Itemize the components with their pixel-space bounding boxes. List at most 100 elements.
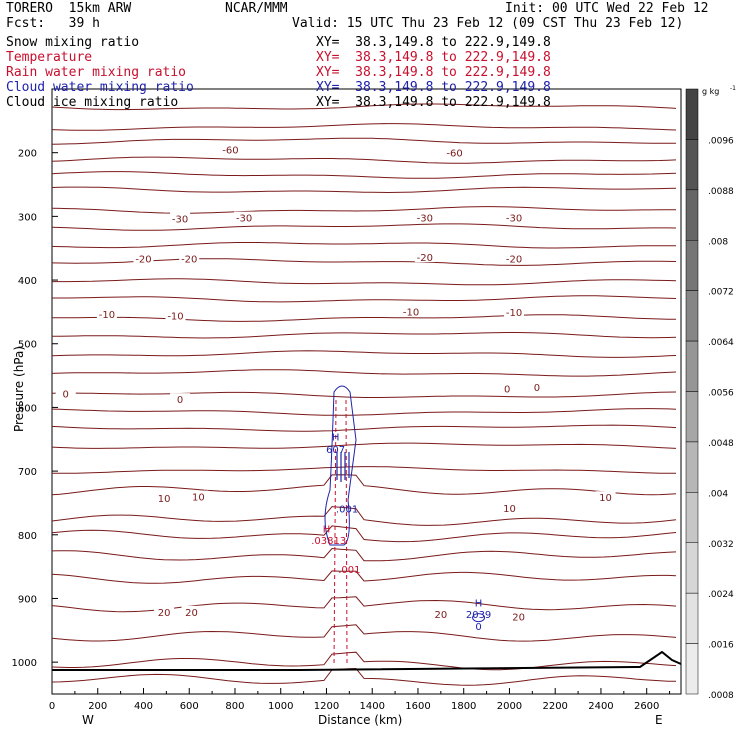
x-tick-label: 1200: [314, 701, 339, 712]
isotherm-line: [51, 570, 677, 584]
isotherm-line: [51, 206, 676, 214]
isotherm-label: -60: [222, 146, 238, 157]
isotherm-line: [51, 667, 677, 686]
legend-label: Rain water mixing ratio: [6, 65, 187, 80]
colorbar-tick-label: .004: [708, 489, 728, 499]
x-tick-label: 600: [180, 701, 199, 712]
colorbar-tick-label: .0088: [708, 187, 734, 197]
label-backing: [414, 251, 435, 263]
colorbar-swatch: [685, 542, 699, 594]
mixing-ratio-label: .03813: [311, 536, 346, 547]
label-backing: [401, 305, 422, 317]
label-backing: [504, 211, 525, 223]
x-tick-label: 400: [134, 701, 153, 712]
temperature-isotherms: [51, 103, 677, 686]
legend-xy-range: XY= 38.3,149.8 to 222.9,149.8: [316, 35, 551, 50]
isotherm-label: -20: [417, 253, 433, 264]
x-tick-label: 1800: [451, 701, 476, 712]
rain-water-contour: [333, 399, 348, 666]
isotherm-line: [51, 156, 677, 164]
model-title: TORERO 15km ARW: [6, 1, 132, 16]
colorbar-swatch: [685, 391, 699, 443]
valid-time: Valid: 15 UTC Thu 23 Feb 12 (09 CST Thu …: [292, 16, 684, 31]
x-tick-label: 2400: [588, 701, 613, 712]
isotherm-label: -30: [236, 214, 252, 225]
isotherm-line: [51, 408, 677, 416]
isotherm-label: -20: [135, 254, 151, 265]
x-axis-title: Distance (km): [318, 713, 403, 727]
isotherm-line: [51, 474, 677, 496]
colorbar-tick-label: .008: [708, 237, 728, 247]
mixing-ratio-label: 0: [475, 622, 481, 633]
mixing-ratio-label: .001: [336, 505, 358, 516]
label-backing: [508, 610, 529, 622]
isotherm-label: -30: [417, 214, 433, 225]
colorbar-tick-label: .0072: [708, 288, 734, 298]
isotherm-label: -10: [99, 310, 115, 321]
label-backing: [154, 605, 175, 617]
contour-labels: -60 -60 -30 -30 -30 -30 -20 -20 -20 -20 -10 -10 -10 -…: [55, 143, 616, 633]
x-tick-label: 2200: [542, 701, 567, 712]
isotherm-label: -20: [506, 254, 522, 265]
label-backing: [414, 211, 435, 223]
colorbar-unit-exponent: -1: [730, 85, 736, 92]
isotherm-label: -20: [181, 254, 197, 265]
legend-xy-range: XY= 38.3,149.8 to 222.9,149.8: [316, 65, 551, 80]
label-backing: [170, 212, 191, 224]
cloud-water-contours: [324, 385, 486, 623]
legend-label: Cloud water mixing ratio: [6, 80, 194, 95]
colorbar-swatch: [685, 240, 699, 291]
colorbar-swatch: [685, 492, 699, 544]
mixing-ratio-label: H: [332, 433, 340, 444]
label-backing: [526, 381, 547, 393]
isotherm-label: 20: [434, 610, 447, 621]
legend-xy-range: XY= 38.3,149.8 to 222.9,149.8: [316, 80, 551, 95]
isotherm-label: -10: [167, 312, 183, 323]
isotherm-line: [52, 278, 677, 286]
y-tick-label: 500: [18, 340, 37, 351]
isotherm-line: [51, 242, 677, 249]
colorbar-tick-label: .0024: [708, 590, 734, 600]
colorbar-unit: g kg: [702, 87, 719, 96]
isotherm-line: [51, 123, 677, 131]
label-backing: [430, 607, 451, 619]
org-title: NCAR/MMM: [225, 1, 288, 16]
y-tick-label: 1000: [12, 658, 37, 669]
terrain-line: [52, 650, 682, 671]
isotherm-line: [51, 651, 677, 671]
isotherm-label: -30: [506, 214, 522, 225]
isotherm-label: -60: [446, 149, 462, 160]
isotherm-line: [51, 171, 677, 179]
colorbar-tick-label: .0056: [708, 389, 734, 399]
isotherm-label: 0: [177, 395, 183, 406]
label-backing: [444, 146, 465, 158]
isotherm-label: -10: [506, 308, 522, 319]
isotherm-line: [51, 391, 677, 398]
isotherm-line: [51, 350, 677, 358]
x-tick-label: 2000: [497, 701, 522, 712]
label-backing: [55, 387, 76, 399]
colorbar-tick-label: .0008: [708, 691, 734, 701]
isotherm-label: -30: [172, 214, 188, 225]
label-backing: [133, 252, 154, 264]
mixing-ratio-label: 2039: [466, 610, 491, 621]
isotherm-line: [51, 596, 677, 613]
legend-xy-range: XY= 38.3,149.8 to 222.9,149.8: [316, 95, 551, 110]
legend-xy-range: XY= 38.3,149.8 to 222.9,149.8: [316, 50, 551, 65]
cloud-water-contour: [472, 613, 486, 623]
label-backing: [165, 309, 186, 321]
colorbar-swatch: [685, 189, 699, 241]
y-tick-label: 400: [18, 276, 37, 287]
y-tick-label: 300: [18, 212, 37, 223]
label-backing: [497, 382, 518, 394]
colorbar-tick-label: .0064: [708, 338, 734, 348]
colorbar-swatch: [685, 340, 699, 392]
y-tick-label: 200: [18, 149, 37, 160]
colorbar-swatch: [685, 290, 699, 342]
label-backing: [220, 143, 241, 155]
x-tick-label: 0: [49, 701, 55, 712]
colorbar: .0096 .0088 .008 .0072 .0064 .0056 .0048 .004 .0…: [685, 85, 736, 701]
colorbar-tick-label: .0032: [708, 540, 734, 550]
isotherm-line: [52, 295, 677, 303]
